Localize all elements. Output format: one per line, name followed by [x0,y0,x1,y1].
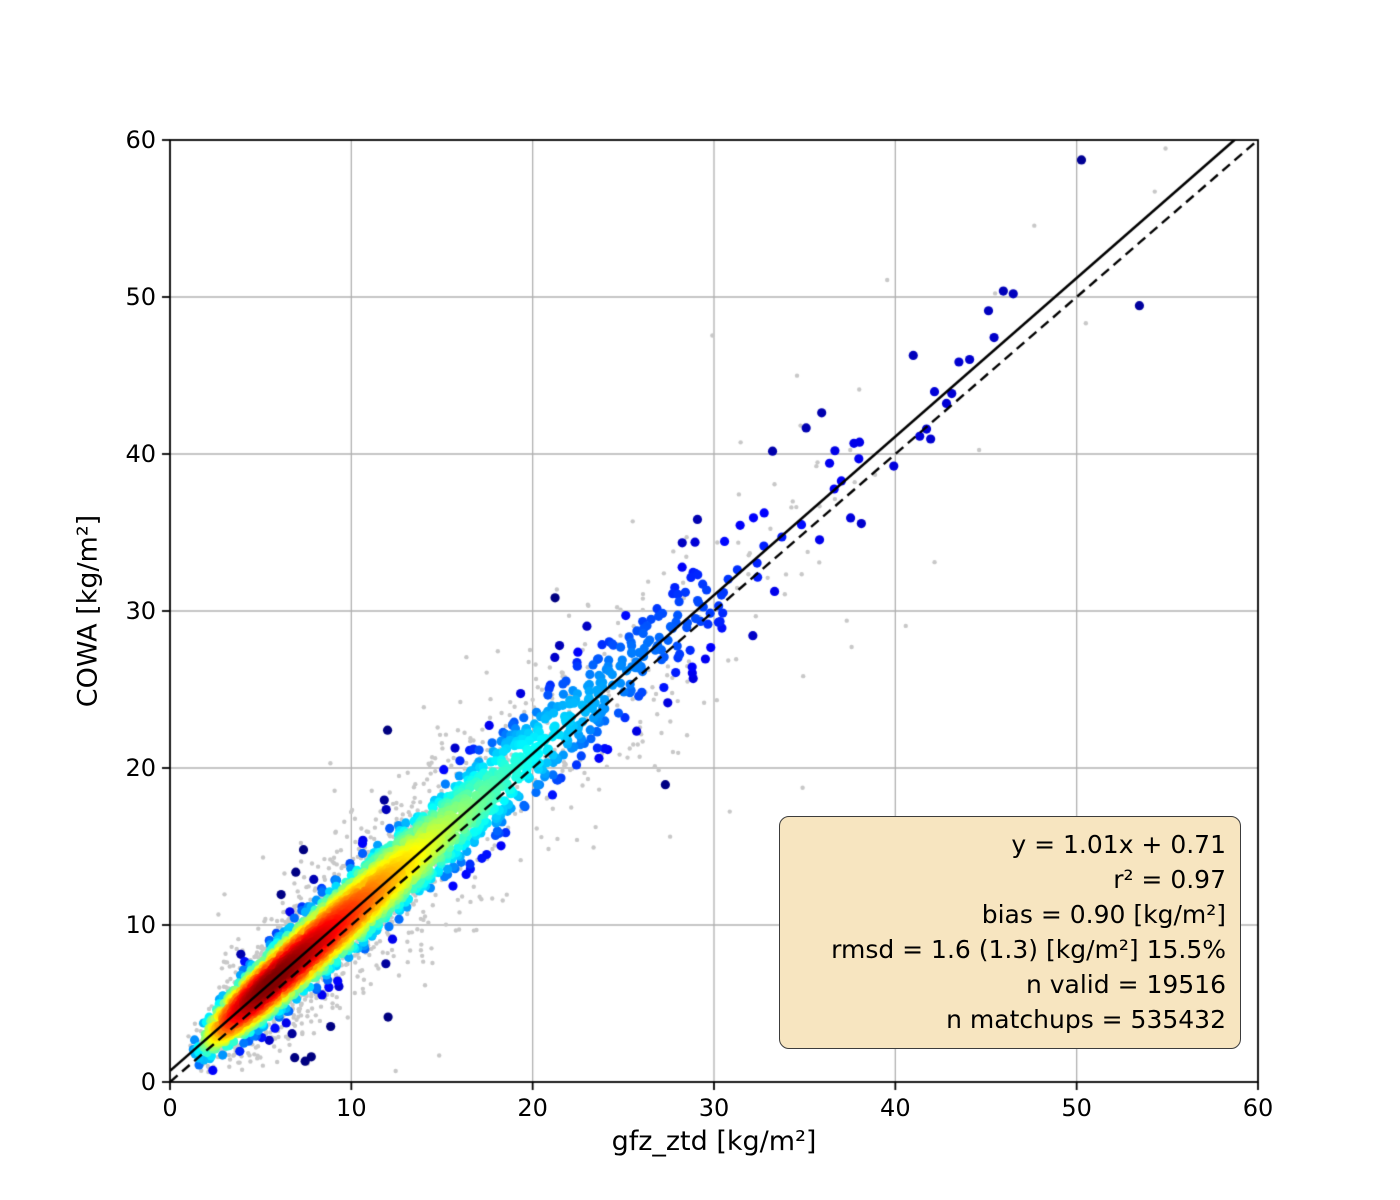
y-axis-label: COWA [kg/m²] [72,514,104,708]
y-tick-label: 60 [125,126,156,154]
y-tick-label: 30 [125,597,156,625]
stats-box: y = 1.01x + 0.71 r² = 0.97 bias = 0.90 [… [779,816,1241,1049]
x-tick-label: 60 [1242,1094,1274,1122]
y-tick-label: 40 [125,440,156,468]
x-tick-label: 0 [162,1094,178,1122]
stats-r2: r² = 0.97 [1113,865,1226,894]
stats-n-valid: n valid = 19516 [1025,970,1226,999]
y-tick-label: 0 [140,1068,156,1096]
x-tick-label: 10 [336,1094,367,1122]
x-tick-label: 50 [1061,1094,1092,1122]
x-axis-label: gfz_ztd [kg/m²] [611,1126,817,1157]
stats-equation: y = 1.01x + 0.71 [1011,830,1226,859]
stats-rmsd: rmsd = 1.6 (1.3) [kg/m²] 15.5% [831,935,1226,964]
x-tick-label: 30 [698,1094,730,1122]
x-tick-label: 20 [517,1094,548,1122]
y-tick-label: 20 [125,754,156,782]
stats-bias: bias = 0.90 [kg/m²] [981,900,1226,929]
y-tick-label: 10 [125,911,156,939]
stats-n-matchups: n matchups = 535432 [946,1005,1226,1034]
y-tick-label: 50 [125,283,156,311]
x-tick-label: 40 [880,1094,911,1122]
